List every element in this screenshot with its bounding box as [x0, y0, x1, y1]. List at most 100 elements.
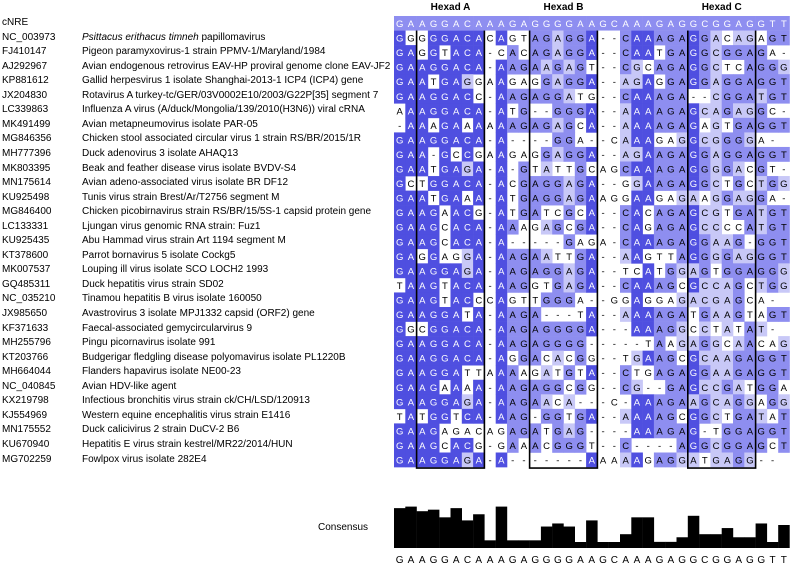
residue-cell — [733, 190, 745, 206]
residue-cell — [394, 205, 406, 220]
residue-cell — [766, 59, 779, 75]
residue-letter: G — [464, 397, 471, 408]
residue-letter: G — [724, 165, 731, 176]
residue-letter: G — [735, 48, 742, 59]
residue-cell — [540, 30, 553, 46]
residue-cell — [676, 248, 689, 264]
residue-cell — [620, 161, 632, 177]
residue-cell — [416, 263, 429, 279]
residue-cell — [405, 248, 417, 264]
residue-cell — [733, 423, 745, 439]
residue-letter: A — [453, 281, 460, 292]
residue-cell — [394, 30, 406, 46]
residue-letter: G — [509, 354, 516, 365]
reference-cell — [710, 16, 722, 31]
residue-letter: A — [453, 441, 460, 452]
residue-letter: A — [521, 150, 528, 161]
residue-letter: G — [690, 48, 697, 59]
reference-letter: T — [770, 19, 776, 30]
residue-letter: G — [441, 121, 448, 132]
residue-cell — [507, 117, 519, 133]
residue-letter: G — [735, 412, 742, 423]
residue-cell — [495, 117, 508, 133]
residue-letter: G — [678, 266, 685, 277]
residue-letter: T — [657, 266, 663, 277]
residue-cell — [766, 205, 779, 220]
residue-letter: G — [735, 426, 742, 437]
residue-letter: A — [498, 106, 505, 117]
residue-letter: A — [419, 237, 426, 248]
residue-cell — [495, 307, 508, 322]
reference-letter: A — [453, 19, 460, 30]
reference-letter: G — [509, 19, 516, 30]
residue-letter: A — [735, 252, 742, 263]
residue-letter: G — [520, 165, 527, 176]
residue-cell — [653, 176, 666, 191]
gap-dash: - — [601, 310, 604, 321]
gap-dash: - — [511, 165, 514, 176]
residue-cell — [721, 190, 734, 206]
residue-letter: G — [712, 208, 719, 219]
residue-letter: G — [396, 179, 403, 190]
residue-cell — [586, 190, 598, 206]
residue-cell — [721, 365, 734, 381]
residue-letter: A — [521, 77, 528, 88]
residue-letter: G — [656, 77, 663, 88]
residue-cell — [778, 423, 790, 439]
residue-cell — [676, 321, 689, 337]
residue-cell — [699, 248, 711, 264]
residue-cell — [461, 176, 474, 191]
reference-cell — [552, 16, 564, 31]
residue-cell — [733, 132, 745, 148]
gap-dash: - — [601, 135, 604, 146]
residue-cell — [405, 423, 417, 439]
residue-cell — [495, 452, 508, 468]
residue-letter: A — [464, 426, 471, 437]
residue-letter: G — [396, 426, 403, 437]
residue-letter: T — [770, 165, 776, 176]
consensus-bar — [733, 537, 745, 548]
consensus-bar — [473, 514, 485, 548]
residue-letter: T — [634, 368, 640, 379]
reference-cell — [631, 16, 643, 31]
residue-letter: G — [758, 426, 765, 437]
residue-cell — [733, 88, 745, 104]
residue-letter: C — [645, 208, 652, 219]
residue-cell — [699, 59, 711, 75]
residue-cell — [733, 394, 745, 410]
residue-letter: T — [431, 77, 437, 88]
residue-cell — [710, 161, 722, 177]
residue-letter: A — [408, 354, 415, 365]
residue-cell — [574, 263, 587, 279]
reference-cell — [574, 16, 587, 31]
residue-cell — [552, 292, 564, 308]
description-text: Western equine encephalitis virus strain… — [82, 409, 291, 421]
residue-cell — [461, 59, 474, 75]
residue-cell — [473, 132, 485, 148]
residue-letter: G — [769, 368, 776, 379]
residue-letter: C — [622, 281, 629, 292]
residue-letter: G — [645, 223, 652, 234]
residue-letter: T — [781, 208, 787, 219]
gap-dash: - — [601, 106, 604, 117]
residue-letter: A — [509, 266, 516, 277]
description-text: Beak and feather disease virus isolate B… — [82, 162, 297, 174]
residue-cell — [744, 74, 756, 90]
residue-cell — [473, 408, 485, 424]
reference-cell — [439, 16, 451, 31]
residue-letter: A — [679, 165, 686, 176]
residue-cell — [687, 74, 700, 90]
residue-letter: A — [656, 426, 663, 437]
residue-letter: T — [544, 426, 550, 437]
residue-cell — [631, 452, 643, 468]
residue-letter: G — [430, 237, 437, 248]
gap-dash: - — [613, 412, 616, 423]
residue-letter: G — [554, 441, 561, 452]
residue-letter: A — [600, 194, 607, 205]
residue-cell — [461, 74, 474, 90]
residue-letter: A — [487, 150, 494, 161]
residue-cell — [507, 321, 519, 337]
residue-letter: C — [622, 237, 629, 248]
residue-cell — [461, 263, 474, 279]
residue-letter: A — [476, 252, 483, 263]
